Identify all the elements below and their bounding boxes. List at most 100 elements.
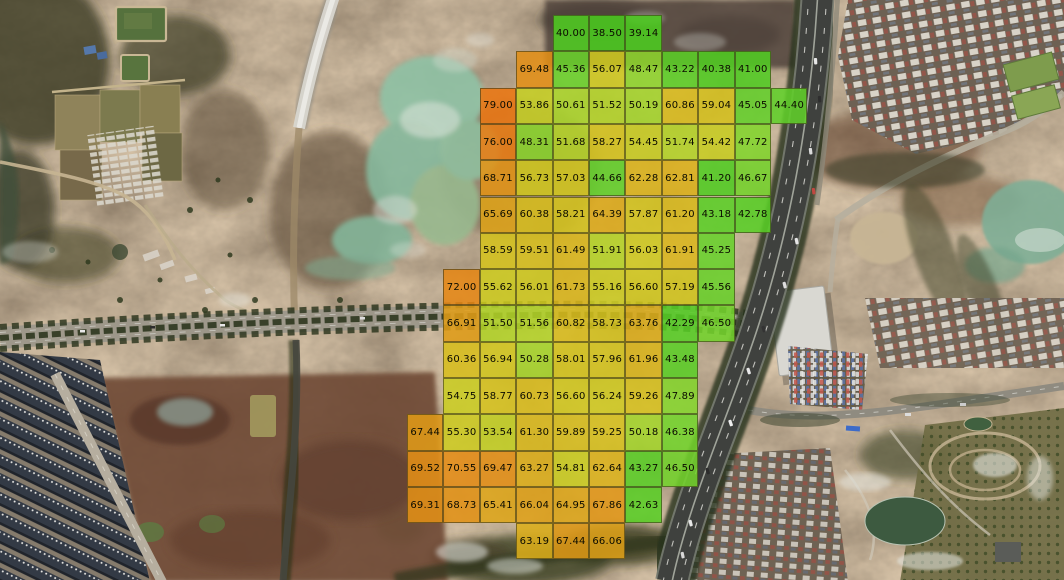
grid-cell: 46.50 [661,450,699,487]
grid-cell: 58.77 [479,378,517,415]
grid-cell: 57.87 [625,196,662,233]
grid-cell: 43.48 [661,341,699,378]
grid-cell: 54.75 [443,378,480,415]
grid-cell: 62.81 [661,160,699,197]
bridge-road [290,0,342,333]
grid-cell: 64.39 [589,196,626,233]
grid-cell: 51.52 [589,87,626,124]
grid-cell: 56.94 [479,341,517,378]
grid-cell: 54.42 [698,123,735,161]
grid-cell: 51.50 [479,305,517,342]
grid-cell: 58.73 [589,305,626,342]
grid-cell: 61.30 [516,414,553,451]
grid-cell: 59.26 [625,378,662,415]
grid-cell: 60.73 [516,378,553,415]
grid-cell: 61.91 [661,232,699,270]
grid-cell: 69.52 [407,450,444,487]
grid-cell: 66.06 [589,523,626,560]
grid-cell: 61.20 [661,196,699,233]
grid-cell: 66.91 [443,305,480,342]
apartment-blocks [0,352,167,580]
grid-cell: 50.61 [552,87,589,124]
park-southeast [688,408,1064,580]
grid-cell: 63.27 [516,450,553,487]
grid-cell: 50.28 [516,341,553,378]
grid-cell: 48.47 [625,51,662,88]
grid-cell: 45.56 [698,269,735,306]
grid-cell: 39.14 [625,15,662,52]
grid-cell: 61.73 [552,269,589,306]
grid-cell: 59.25 [589,414,626,451]
grid-cell: 55.30 [443,414,480,451]
grid-cell: 38.50 [589,15,626,52]
grid-cell: 57.96 [589,341,626,378]
grid-cell: 51.68 [552,123,589,161]
grid-cell: 76.00 [479,123,517,161]
grid-cell: 69.31 [407,486,444,524]
grid-cell: 41.00 [734,51,771,88]
grid-cell: 60.38 [516,196,553,233]
soil-field [100,372,448,580]
east-buildings [768,285,1064,410]
wetland [305,48,500,280]
grid-cell: 42.29 [661,305,699,342]
canal [0,120,19,265]
grid-cell: 61.49 [552,232,589,270]
grid-cell: 66.04 [516,486,553,524]
grid-cell: 55.62 [479,269,517,306]
grid-cell: 60.82 [552,305,589,342]
grid-cell: 65.69 [479,196,517,233]
highway [649,0,841,580]
grid-cell: 59.51 [516,232,553,270]
grid-cell: 47.72 [734,123,771,161]
grid-cell: 45.36 [552,51,589,88]
grid-cell: 59.89 [552,414,589,451]
grid-cell: 70.55 [443,450,480,487]
grid-cell: 50.18 [625,414,662,451]
grid-cell: 56.07 [589,51,626,88]
grid-cell: 44.40 [771,87,808,124]
grid-cell: 58.59 [479,232,517,270]
grid-cell: 41.20 [698,160,735,197]
grid-cell: 55.16 [589,269,626,306]
grid-cell: 53.86 [516,87,553,124]
grid-cell: 56.24 [589,378,626,415]
grid-cell: 59.04 [698,87,735,124]
grid-cell: 69.48 [516,51,553,88]
grid-cell: 64.95 [552,486,589,524]
grid-cell: 72.00 [443,269,480,306]
grid-cell: 65.41 [479,486,517,524]
grid-cell: 60.36 [443,341,480,378]
farm-area [0,5,186,261]
grid-cell: 56.01 [516,269,553,306]
grid-cell: 43.27 [625,450,662,487]
grid-cell: 79.00 [479,87,517,124]
grid-cell: 56.03 [625,232,662,270]
grid-cell: 67.44 [407,414,444,451]
grid-cell: 54.45 [625,123,662,161]
grid-cell: 62.64 [589,450,626,487]
grid-cell: 57.03 [552,160,589,197]
grid-cell: 47.89 [661,378,699,415]
grid-cell: 63.76 [625,305,662,342]
grid-cell: 56.73 [516,160,553,197]
grid-cell: 58.21 [552,196,589,233]
grid-cell: 45.05 [734,87,771,124]
grid-cell: 46.50 [698,305,735,342]
grid-cell: 58.27 [589,123,626,161]
grid-cell: 43.22 [661,51,699,88]
grid-cell: 69.47 [479,450,517,487]
grid-cell: 51.91 [589,232,626,270]
grid-cell: 56.60 [625,269,662,306]
grid-cell: 42.63 [625,486,662,524]
grid-cell: 46.38 [661,414,699,451]
grid-cell: 67.44 [552,523,589,560]
grid-cell: 46.67 [734,160,771,197]
grid-cell: 45.25 [698,232,735,270]
grid-cell: 40.38 [698,51,735,88]
grid-cell: 53.54 [479,414,517,451]
grid-cell: 67.86 [589,486,626,524]
grid-cell: 58.01 [552,341,589,378]
